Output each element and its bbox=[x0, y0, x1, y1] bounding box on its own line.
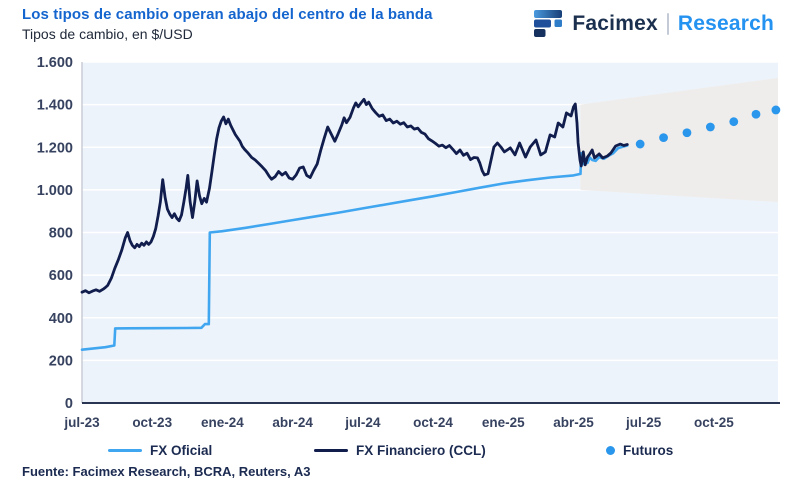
x-tick-label: jul-25 bbox=[625, 415, 662, 430]
band-area bbox=[580, 77, 778, 203]
x-tick-label: abr-24 bbox=[272, 415, 313, 430]
futures-dot bbox=[659, 133, 668, 143]
y-tick-label: 600 bbox=[49, 268, 73, 284]
logo-brand-text: Facimex bbox=[572, 12, 658, 35]
futures-dot bbox=[682, 128, 692, 138]
y-tick-label: 0 bbox=[65, 396, 73, 412]
legend-label: Futuros bbox=[623, 443, 674, 458]
x-tick-label: oct-24 bbox=[413, 415, 453, 430]
futures-dot bbox=[771, 105, 781, 115]
legend-label: FX Oficial bbox=[150, 443, 213, 458]
x-tick-label: ene-24 bbox=[201, 415, 244, 430]
x-tick-label: jul-24 bbox=[344, 415, 381, 430]
fx-oficial-line bbox=[80, 144, 629, 352]
futures-dot bbox=[751, 109, 761, 119]
facimex-logo: Facimex Research bbox=[533, 6, 774, 42]
fx-financiero-swatch bbox=[314, 448, 348, 453]
y-tick-label: 1.000 bbox=[37, 183, 73, 199]
futures-dot bbox=[729, 117, 739, 127]
legend-item-futuros: Futuros bbox=[606, 443, 673, 458]
y-tick-label: 800 bbox=[49, 226, 73, 242]
futures-dot bbox=[635, 139, 645, 149]
y-tick-label: 1.200 bbox=[37, 140, 73, 156]
logo-divider bbox=[666, 13, 669, 35]
x-tick-label: ene-25 bbox=[482, 415, 525, 430]
x-tick-label: oct-23 bbox=[132, 415, 172, 430]
y-tick-label: 1.600 bbox=[37, 55, 73, 71]
x-tick-label: jul-23 bbox=[63, 415, 100, 430]
y-tick-label: 200 bbox=[49, 353, 73, 369]
y-tick-label: 1.400 bbox=[37, 98, 73, 114]
y-tick-label: 400 bbox=[49, 311, 73, 327]
legend-item-fx-financiero: FX Financiero (CCL) bbox=[314, 443, 486, 458]
fx-financiero-line bbox=[80, 97, 629, 295]
fx-oficial-swatch bbox=[108, 448, 142, 453]
futures-dot bbox=[705, 122, 715, 132]
facimex-logo-icon bbox=[534, 10, 563, 37]
source-note: Fuente: Facimex Research, BCRA, Reuters,… bbox=[22, 464, 311, 479]
futuros-swatch bbox=[606, 446, 615, 455]
logo-suffix-text: Research bbox=[677, 12, 774, 35]
legend-label: FX Financiero (CCL) bbox=[356, 443, 486, 458]
page-title: Los tipos de cambio operan abajo del cen… bbox=[22, 6, 433, 23]
legend-item-fx-oficial: FX Oficial bbox=[108, 443, 212, 458]
chart-subtitle: Tipos de cambio, en $/USD bbox=[22, 26, 193, 42]
x-tick-label: abr-25 bbox=[553, 415, 594, 430]
x-tick-label: oct-25 bbox=[694, 415, 734, 430]
